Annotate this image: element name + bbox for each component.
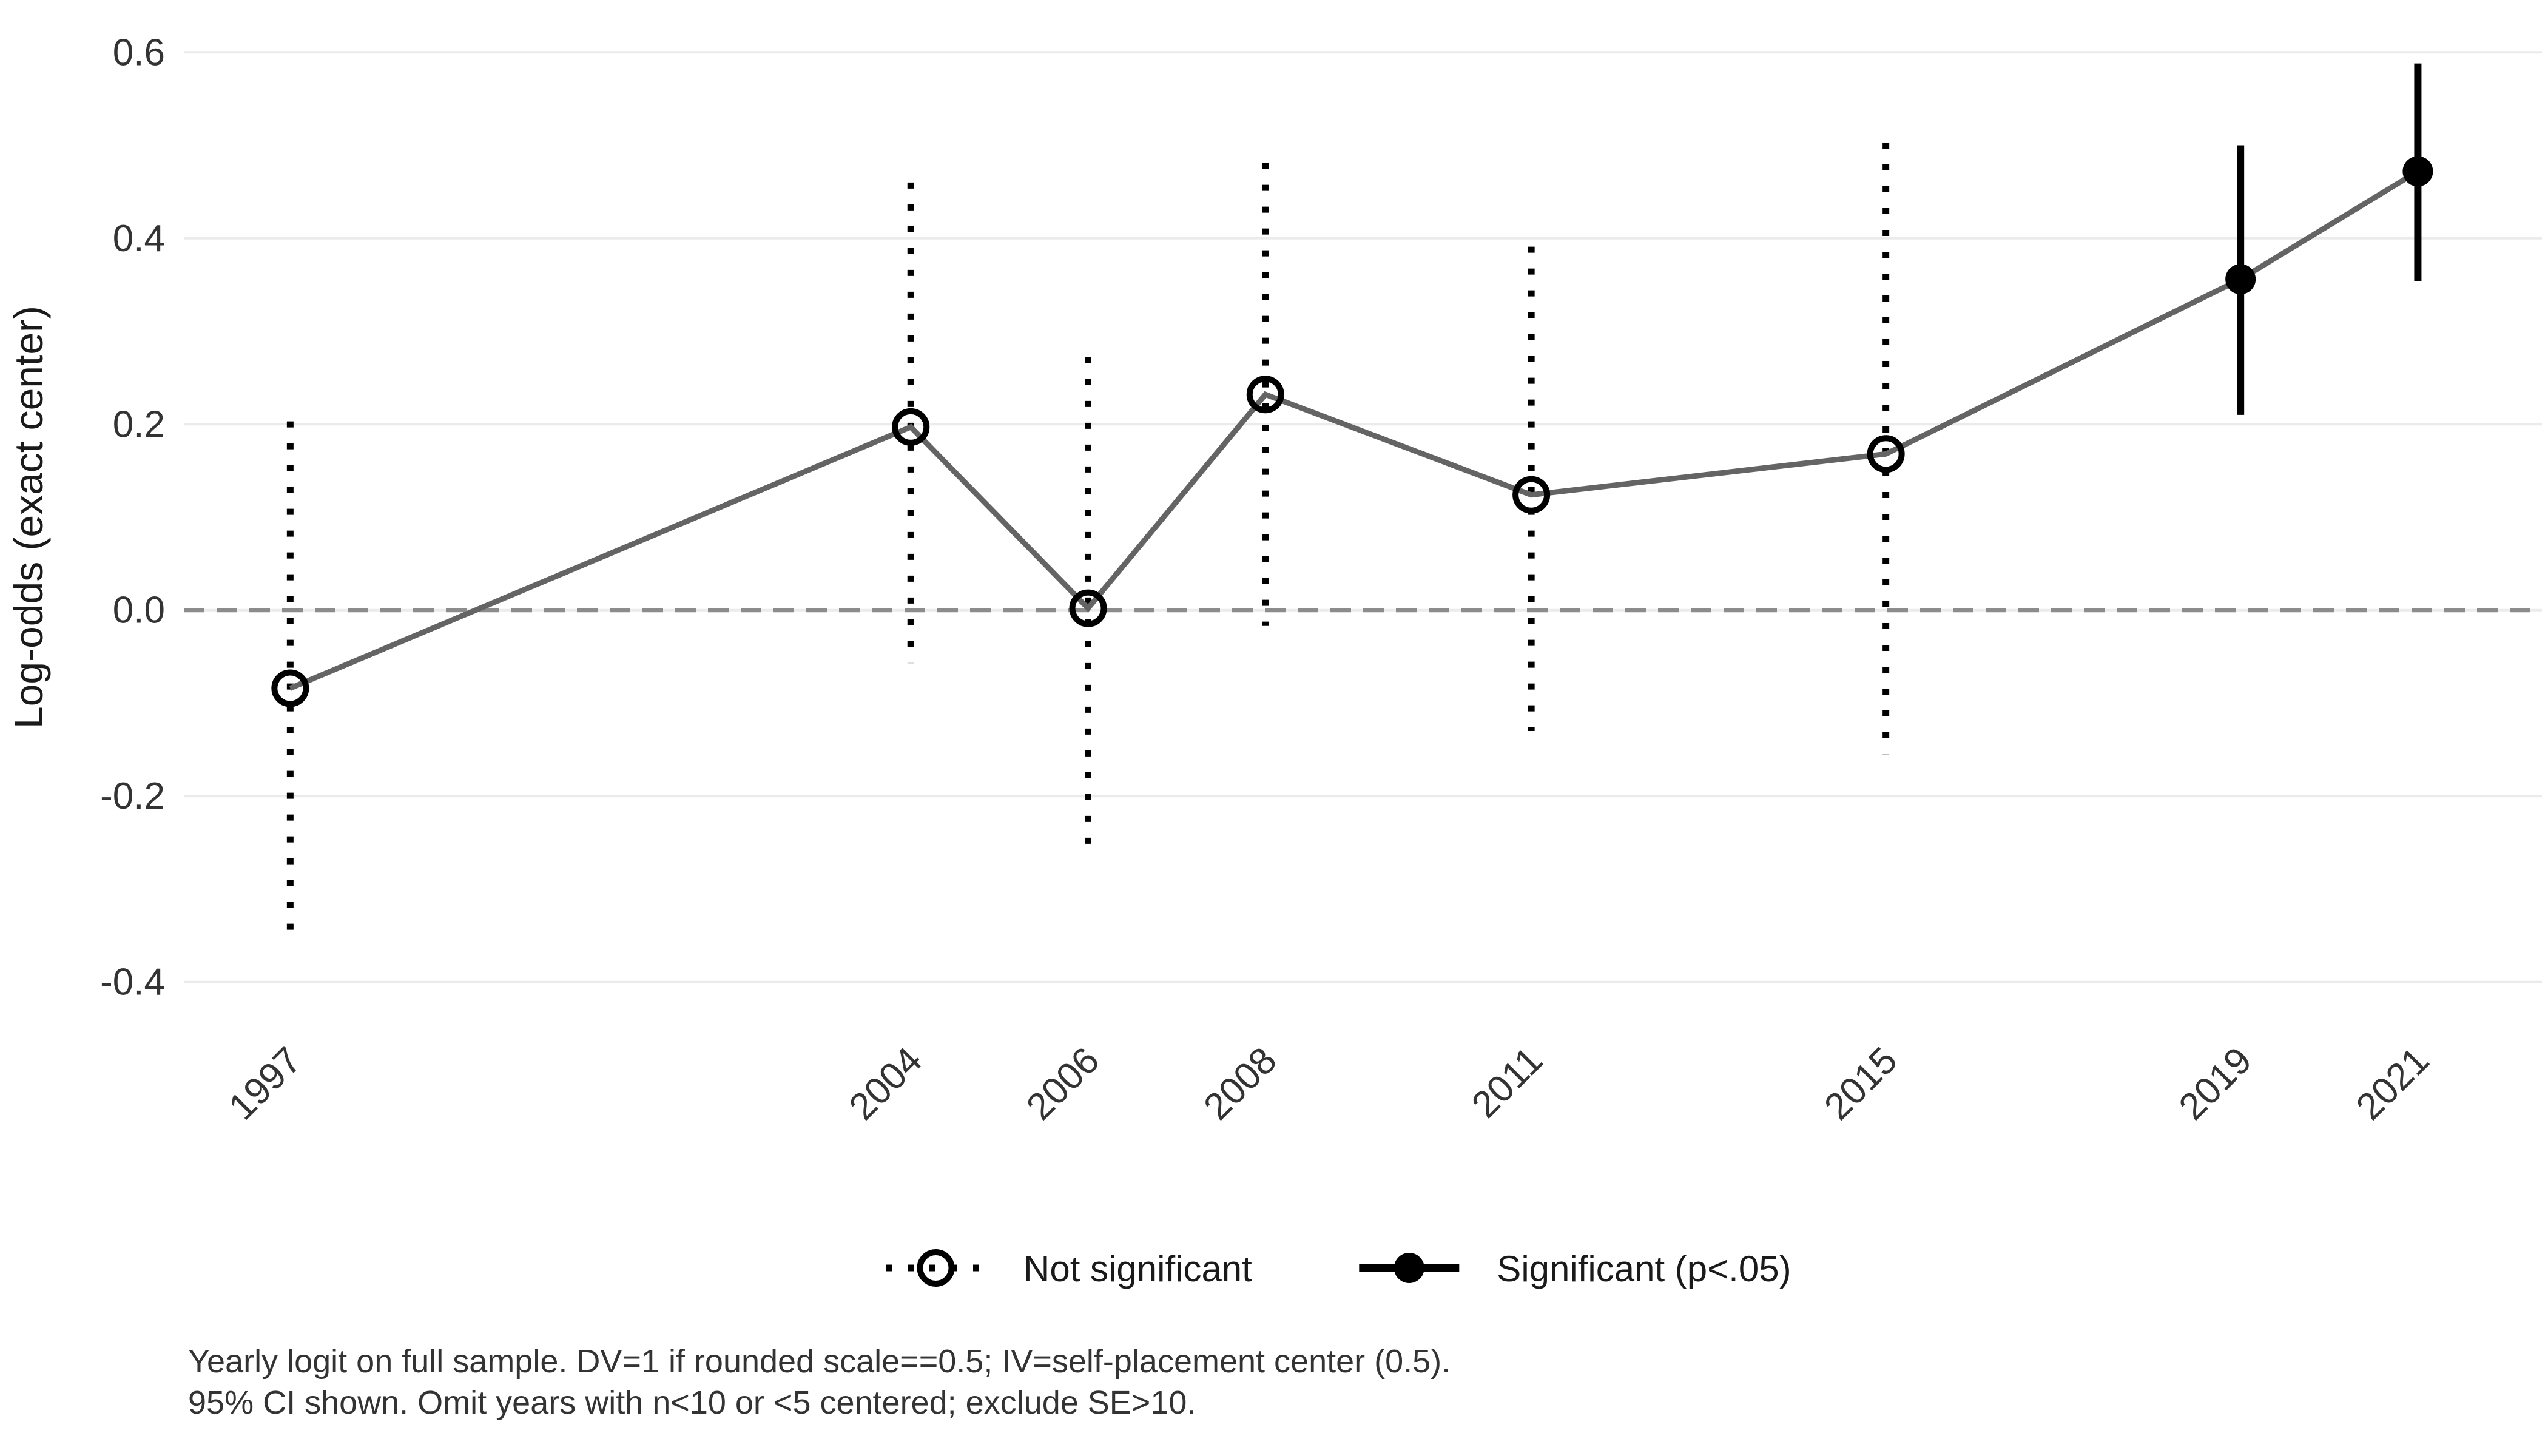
data-point-open-2015 (1867, 435, 1905, 473)
y-tick-label: 0.6 (113, 32, 165, 73)
data-point-open-2011 (1512, 476, 1551, 514)
y-tick-label: 0.0 (113, 590, 165, 632)
data-point-open-1997 (271, 669, 309, 707)
data-point-open-2008 (1246, 376, 1284, 414)
y-tick-label: -0.2 (100, 775, 165, 817)
data-point-filled-2019 (2225, 264, 2256, 295)
y-tick-label: -0.4 (100, 962, 165, 1003)
legend-key-open-circle (917, 1249, 955, 1287)
y-axis-title: Log-odds (exact center) (6, 306, 51, 729)
y-tick-label: 0.4 (113, 218, 165, 260)
data-point-open-2004 (892, 408, 930, 446)
trend-line (289, 169, 2419, 691)
legend-key-filled-circle (1394, 1253, 1424, 1283)
legend-label: Significant (p<.05) (1497, 1249, 1791, 1289)
data-point-filled-2021 (2402, 156, 2433, 187)
data-point-open-2006 (1069, 589, 1107, 627)
y-tick-label: 0.2 (113, 403, 165, 445)
caption-line-1: Yearly logit on full sample. DV=1 if rou… (188, 1343, 1451, 1380)
legend-label: Not significant (1023, 1249, 1252, 1289)
caption-line-2: 95% CI shown. Omit years with n<10 or <5… (188, 1384, 1196, 1421)
